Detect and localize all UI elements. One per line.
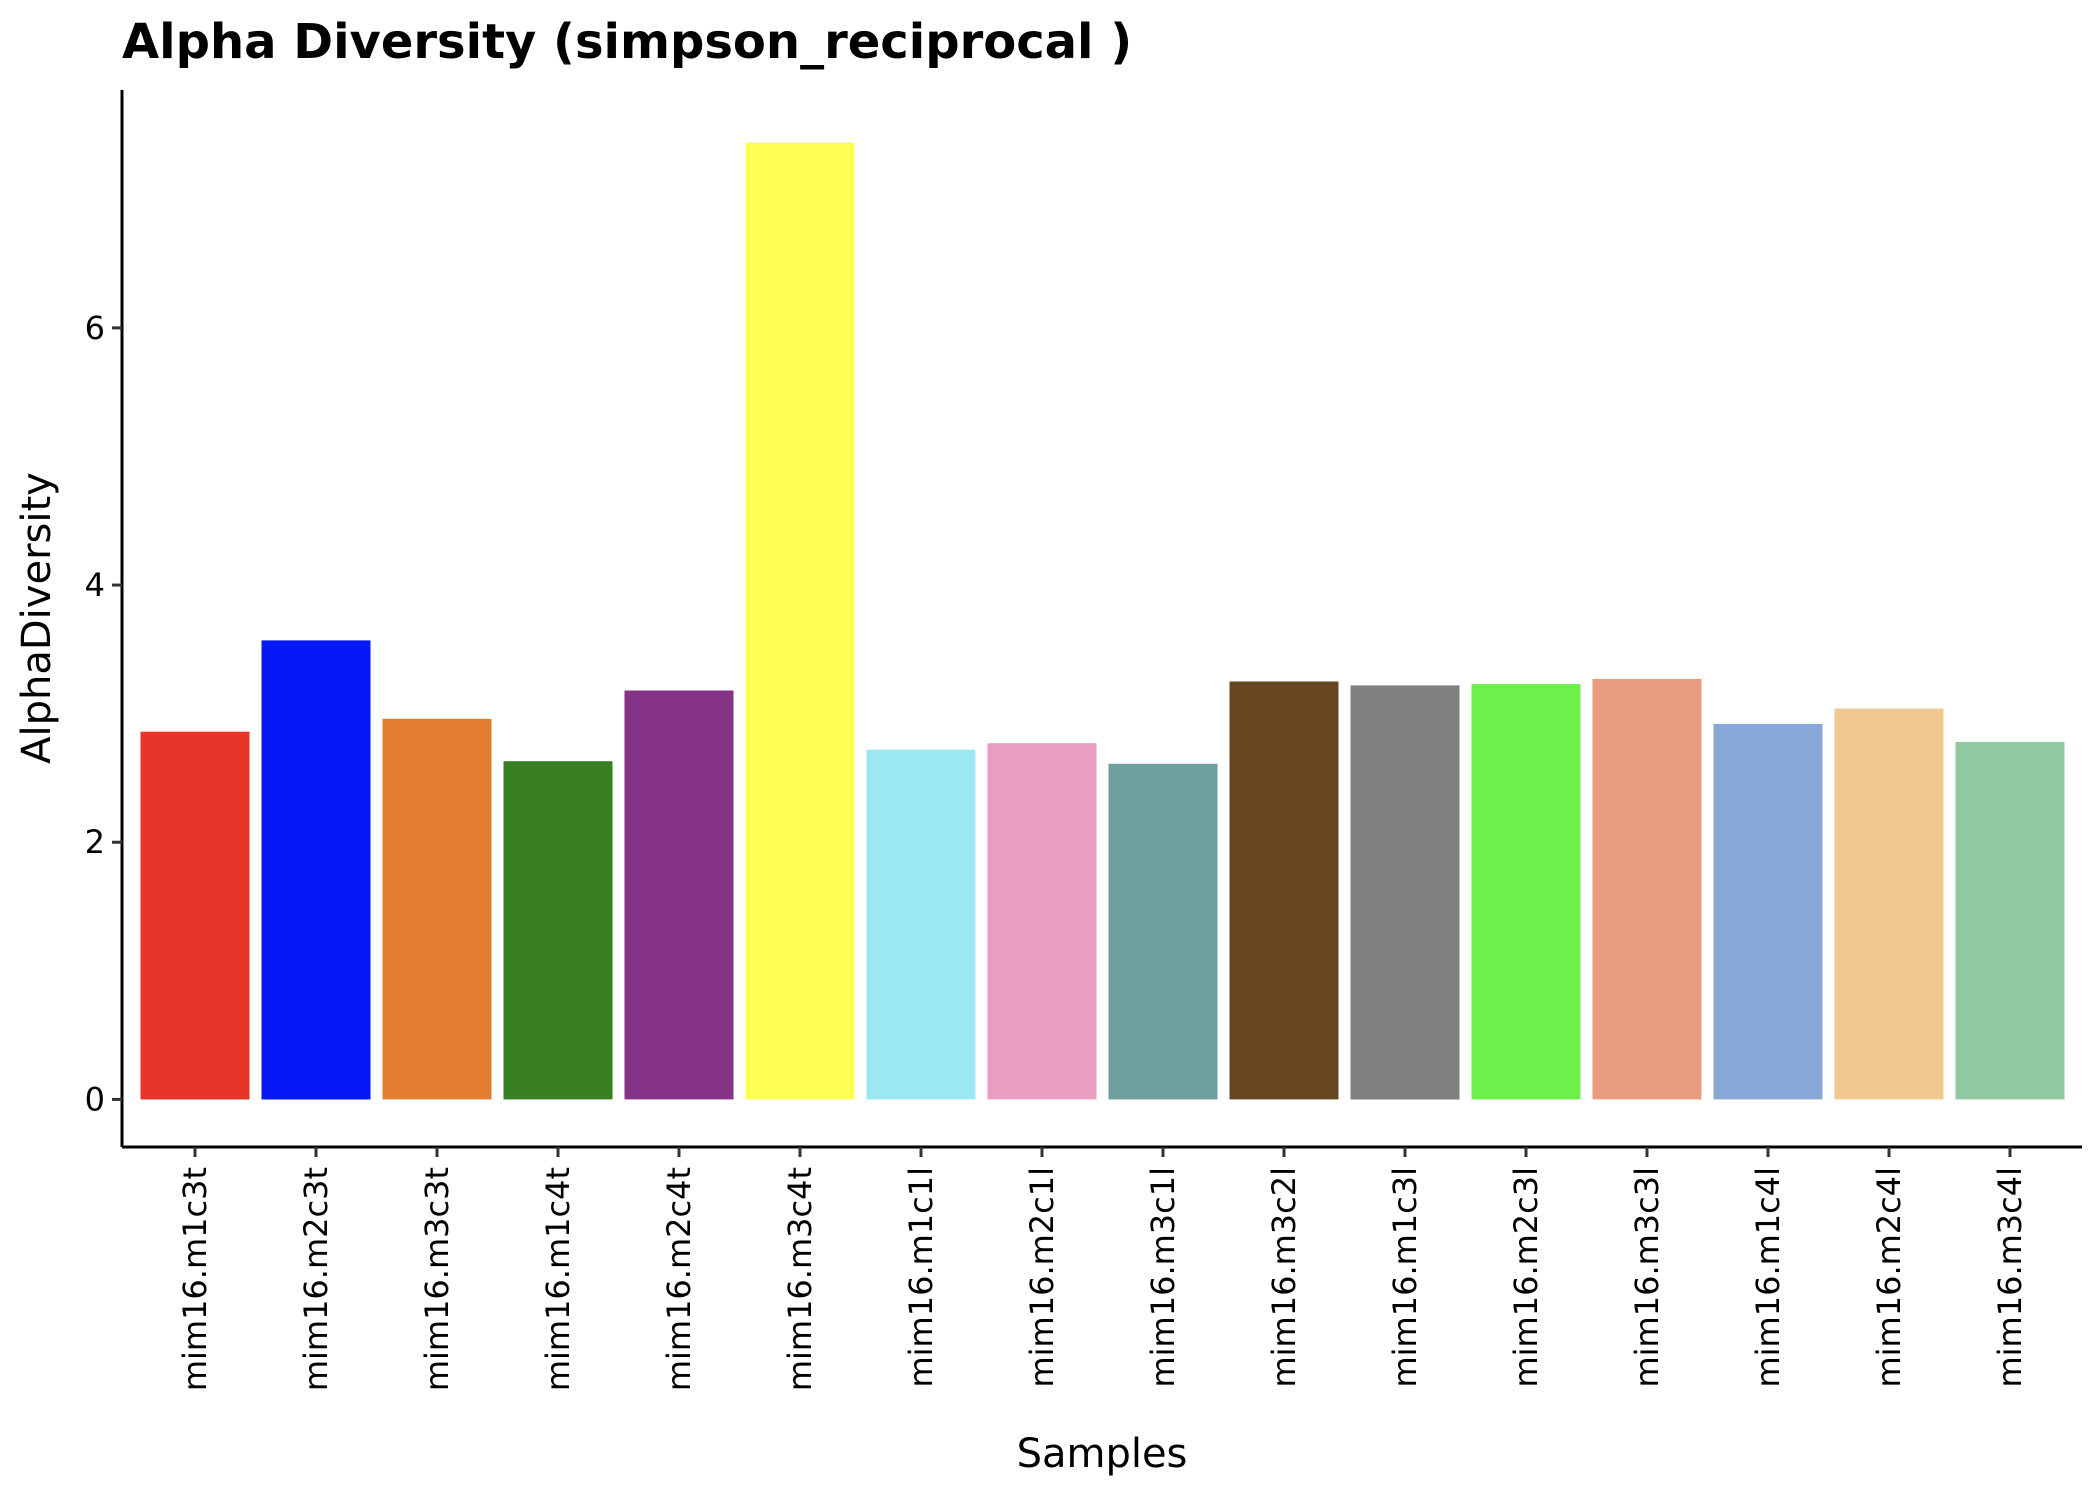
bar-mim16.m1c1l — [866, 749, 976, 1100]
bar-mim16.m1c3t — [140, 731, 250, 1100]
bar-mim16.m1c4t — [503, 761, 613, 1100]
x-tick-label: mim16.m3c1l — [1144, 1167, 1182, 1388]
x-tick-label: mim16.m1c3l — [1386, 1167, 1424, 1388]
x-tick-label: mim16.m3c4t — [781, 1167, 819, 1391]
bar-mim16.m3c1l — [1108, 763, 1218, 1100]
x-tick-label: mim16.m3c4l — [1991, 1167, 2029, 1388]
y-axis-title: AlphaDiversity — [14, 472, 60, 764]
x-tick-label: mim16.m3c3l — [1628, 1167, 1666, 1388]
x-tick-label: mim16.m3c3t — [418, 1167, 456, 1391]
bar-mim16.m3c3t — [382, 718, 492, 1100]
bar-mim16.m3c4l — [1955, 741, 2065, 1100]
bar-mim16.m3c4t — [745, 142, 855, 1100]
y-tick-label: 4 — [85, 566, 105, 604]
bars-group — [140, 142, 2065, 1100]
x-tick-label: mim16.m1c1l — [902, 1167, 940, 1388]
bar-mim16.m3c2l — [1229, 681, 1339, 1100]
bar-mim16.m2c3t — [261, 640, 371, 1100]
x-ticks-group: mim16.m1c3t mim16.m2c3t mim16.m3c3t mim16.m… — [176, 1147, 2029, 1391]
x-tick-label: mim16.m2c3l — [1507, 1167, 1545, 1388]
bar-mim16.m2c1l — [987, 743, 1097, 1100]
x-tick-label: mim16.m2c4t — [660, 1167, 698, 1391]
x-tick-label: mim16.m2c1l — [1023, 1167, 1061, 1388]
chart-title: Alpha Diversity (simpson_reciprocal ) — [122, 14, 1132, 70]
y-tick-label: 0 — [85, 1080, 105, 1118]
bar-mim16.m1c3l — [1350, 685, 1460, 1100]
x-tick-label: mim16.m1c4l — [1749, 1167, 1787, 1388]
x-tick-label: mim16.m1c3t — [176, 1167, 214, 1391]
y-ticks-group: 0 2 4 6 — [85, 309, 122, 1118]
bar-mim16.m3c3l — [1592, 678, 1702, 1100]
bar-mim16.m2c3l — [1471, 684, 1581, 1100]
y-tick-label: 2 — [85, 823, 105, 861]
x-tick-label: mim16.m3c2l — [1265, 1167, 1303, 1388]
bar-mim16.m1c4l — [1713, 723, 1823, 1100]
x-tick-label: mim16.m1c4t — [539, 1167, 577, 1391]
x-tick-label: mim16.m2c4l — [1870, 1167, 1908, 1388]
x-tick-label: mim16.m2c3t — [297, 1167, 335, 1391]
bar-mim16.m2c4t — [624, 690, 734, 1100]
bar-mim16.m2c4l — [1834, 708, 1944, 1100]
x-axis-title: Samples — [1017, 1431, 1188, 1477]
y-tick-label: 6 — [85, 309, 105, 347]
